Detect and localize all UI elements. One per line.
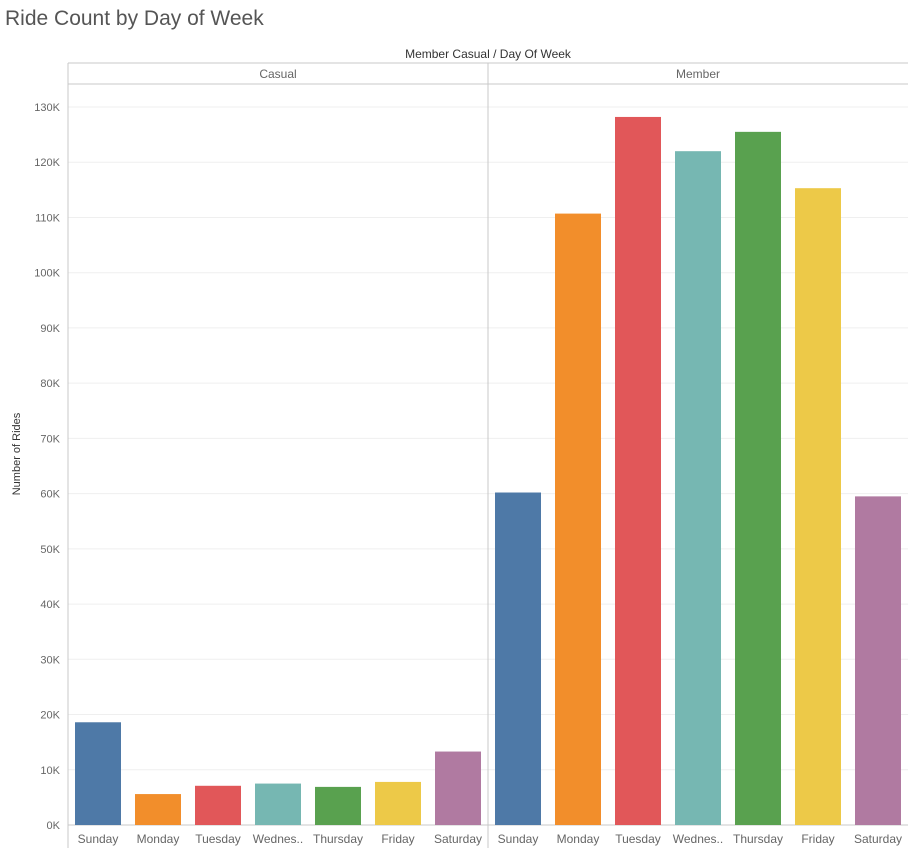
bar-member-1 [555, 213, 601, 825]
y-tick-label: 130K [34, 102, 60, 114]
y-tick-label: 60K [40, 489, 60, 501]
y-tick-label: 90K [40, 323, 60, 335]
bar-casual-6 [435, 751, 481, 825]
bar-casual-4 [315, 786, 361, 825]
bar-member-5 [795, 188, 841, 826]
x-tick-label: Thursday [733, 832, 783, 846]
panel-labels: Casual Member [259, 67, 720, 81]
bar-member-3 [675, 151, 721, 825]
x-tick-label: Saturday [434, 832, 482, 846]
x-tick-label: Friday [801, 832, 834, 846]
chart-title: Ride Count by Day of Week [5, 7, 264, 30]
y-tick-label: 50K [40, 544, 60, 556]
y-axis-ticks: 0K 10K 20K 30K 40K 50K 60K 70K 80K 90K 100K 110K 120… [34, 102, 60, 832]
panel-header-label: Member Casual / Day Of Week [405, 47, 572, 61]
x-tick-label: Tuesday [615, 832, 661, 846]
y-axis-label: Number of Rides [11, 412, 23, 495]
bars [75, 116, 901, 826]
y-tick-label: 110K [35, 212, 61, 224]
x-tick-label: Sunday [498, 832, 539, 846]
y-tick-label: 70K [40, 433, 60, 445]
y-tick-label: 20K [40, 710, 60, 722]
panel-label-member: Member [676, 67, 720, 81]
x-tick-label: Monday [137, 832, 180, 846]
bar-member-4 [735, 131, 781, 825]
y-tick-label: 30K [40, 654, 60, 666]
x-tick-label: Wednes.. [253, 832, 303, 846]
panel-label-casual: Casual [259, 67, 296, 81]
x-tick-label: Friday [381, 832, 414, 846]
x-tick-label: Monday [557, 832, 600, 846]
bar-casual-0 [75, 722, 121, 825]
x-tick-label: Wednes.. [673, 832, 723, 846]
y-tick-label: 0K [47, 820, 61, 832]
bar-casual-1 [135, 794, 181, 825]
x-tick-label: Tuesday [195, 832, 241, 846]
bar-casual-2 [195, 785, 241, 825]
x-tick-label: Saturday [854, 832, 902, 846]
bar-casual-3 [255, 783, 301, 825]
x-axis-ticks: Sunday Monday Tuesday Wednes.. Thursday Frida… [78, 832, 902, 846]
panel-frames [67, 62, 908, 848]
bar-member-0 [495, 492, 541, 825]
bar-casual-5 [375, 781, 421, 825]
y-tick-label: 10K [40, 765, 60, 777]
x-tick-label: Sunday [78, 832, 119, 846]
y-tick-label: 80K [40, 378, 60, 390]
y-tick-label: 100K [34, 268, 60, 280]
y-tick-label: 40K [40, 599, 60, 611]
bar-member-2 [615, 116, 661, 826]
y-tick-label: 120K [34, 157, 60, 169]
x-tick-label: Thursday [313, 832, 363, 846]
bar-member-6 [855, 496, 901, 825]
